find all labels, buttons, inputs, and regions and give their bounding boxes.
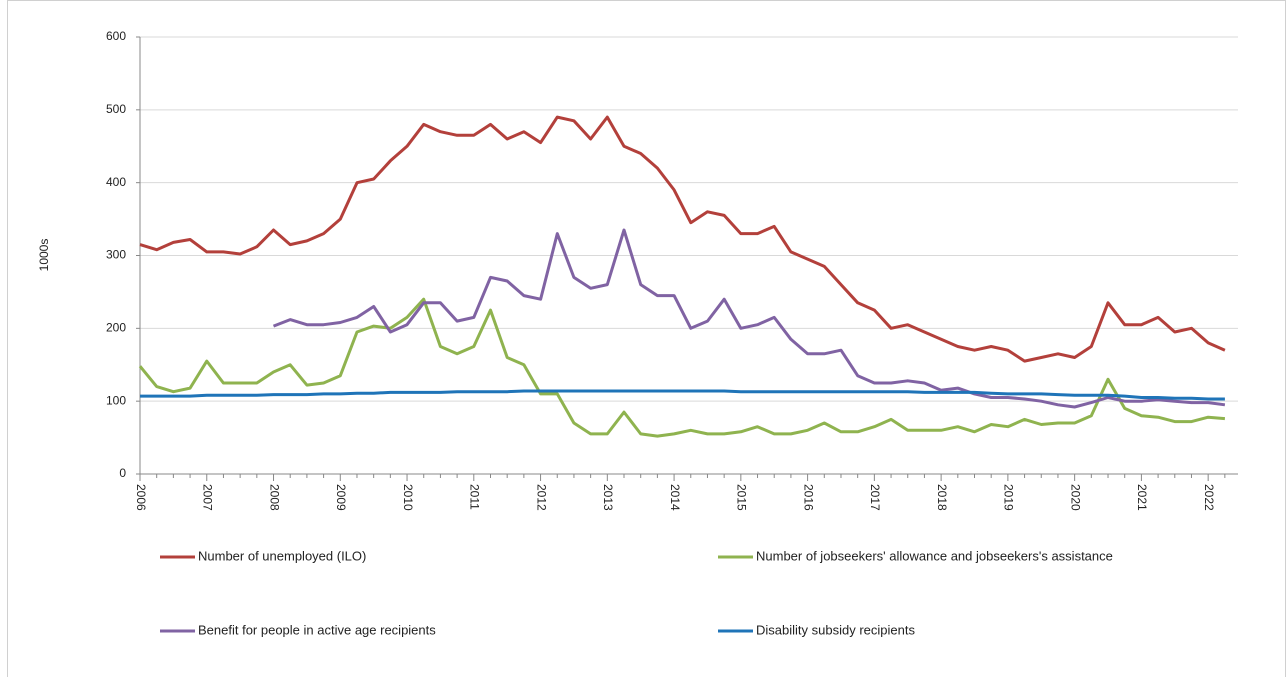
y-tick-label: 100 (106, 393, 126, 407)
legend: Number of unemployed (ILO) Number of jobs… (160, 548, 1113, 637)
series-line (272, 228, 1226, 409)
legend-label: Disability subsidy recipients (756, 622, 915, 637)
y-tick-label: 200 (106, 321, 126, 335)
legend-label: Benefit for people in active age recipie… (198, 622, 436, 637)
x-tick-label: 2014 (668, 484, 682, 511)
x-tick-label: 2006 (134, 484, 148, 511)
y-axis-label: 1000s (37, 239, 51, 272)
x-tick-label: 2009 (334, 484, 348, 511)
x-tick-label: 2022 (1202, 484, 1216, 511)
y-tick-label: 500 (106, 102, 126, 116)
x-tick-label: 2016 (801, 484, 815, 511)
x-tick-label: 2021 (1135, 484, 1149, 511)
x-tick-label: 2012 (534, 484, 548, 511)
x-tick-label: 2020 (1068, 484, 1082, 511)
y-tick-label: 400 (106, 175, 126, 189)
legend-label: Number of unemployed (ILO) (198, 548, 366, 563)
legend-label: Number of jobseekers' allowance and jobs… (756, 548, 1113, 563)
series-line (138, 297, 1226, 438)
x-tick-label: 2007 (201, 484, 215, 511)
x-tick-label: 2010 (401, 484, 415, 511)
series-line (140, 389, 1225, 401)
x-tick-label: 2008 (267, 484, 281, 511)
series-line (139, 115, 1226, 363)
x-tick-label: 2013 (601, 484, 615, 511)
x-tick-label: 2019 (1002, 484, 1016, 511)
x-tick-label: 2011 (468, 484, 482, 510)
y-tick-label: 300 (106, 248, 126, 262)
x-tick-label: 2015 (735, 484, 749, 511)
x-tick-label: 2017 (868, 484, 882, 511)
frame (7, 0, 1286, 677)
y-tick-label: 0 (119, 466, 126, 480)
x-tick-label: 2018 (935, 484, 949, 511)
y-tick-label: 600 (106, 29, 126, 43)
